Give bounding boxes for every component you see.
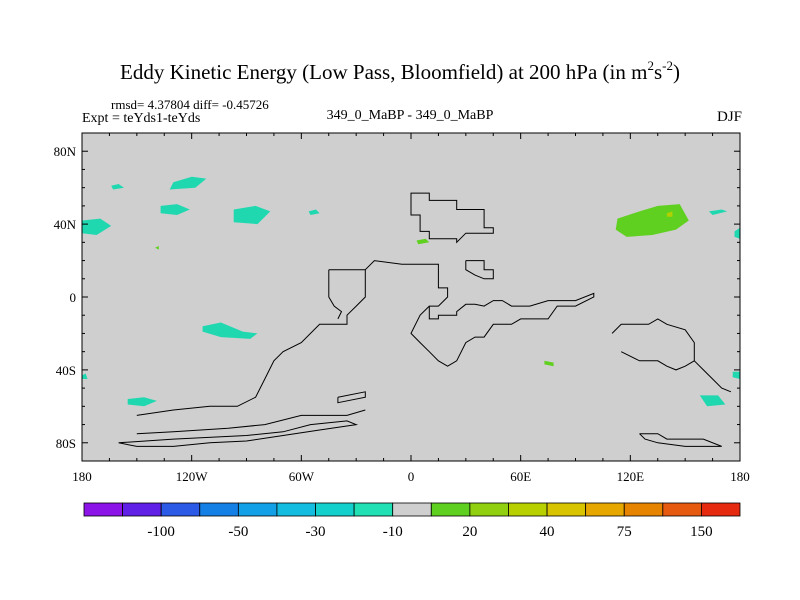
southern-ocean-blob <box>127 397 157 407</box>
colorbar-box <box>623 502 664 517</box>
y-tick-label: 0 <box>70 290 77 305</box>
colorbar-box <box>430 502 471 517</box>
outline-australia <box>611 318 695 371</box>
colorbar-box <box>122 502 162 517</box>
colorbar-label: 40 <box>540 524 555 540</box>
outline-pacific-island <box>337 391 366 404</box>
x-tick-label: 120E <box>617 469 645 484</box>
experiment-label: Expt = teYds1-teYds <box>82 111 201 126</box>
axes: 180 120W 60W 0 60E 120E 180 80N 40N 0 40S 80S <box>54 133 750 484</box>
dateline-west-blob <box>82 218 112 235</box>
north-atlantic-west-blob <box>111 184 124 190</box>
x-tick-label: 0 <box>408 469 415 484</box>
chart-title: Eddy Kinetic Energy (Low Pass, Bloomfiel… <box>120 58 680 84</box>
colorbar-label: -10 <box>383 524 403 540</box>
colorbar-label: -100 <box>147 524 175 540</box>
colorbar-label: 150 <box>690 524 713 540</box>
field-regions <box>82 176 740 407</box>
x-tick-label: 60W <box>289 469 315 484</box>
colorbar-box <box>160 502 201 517</box>
colorbar-box <box>392 502 432 517</box>
colorbar-box <box>276 502 316 517</box>
case-label: 349_0_MaBP - 349_0_MaBP <box>326 108 494 123</box>
east-dateline-south-blob <box>732 371 740 379</box>
colorbar-box <box>585 502 625 517</box>
y-tick-label: 40N <box>54 217 77 232</box>
north-pacific-mid-blob <box>160 204 190 215</box>
colorbar-box <box>237 502 278 517</box>
colorbar-box <box>83 502 123 517</box>
colorbar: -100 -50 -30 -10 20 40 75 150 <box>83 502 741 540</box>
colorbar-box <box>701 502 741 517</box>
north-pacific-east-blob <box>708 209 728 215</box>
colorbar-box <box>508 502 548 517</box>
outline-arabia <box>465 260 494 280</box>
asia-small-blob <box>416 238 430 245</box>
colorbar-box <box>469 502 509 517</box>
outline-antarctic-b <box>118 420 359 447</box>
y-tick-label: 80S <box>56 436 76 451</box>
colorbar-label: -50 <box>228 524 248 540</box>
x-tick-label: 60E <box>510 469 531 484</box>
season-label: DJF <box>716 109 742 125</box>
colorbar-label: 20 <box>462 524 477 540</box>
x-tick-label: 180 <box>730 469 750 484</box>
y-tick-label: 40S <box>56 363 76 378</box>
x-tick-label: 180 <box>72 469 92 484</box>
outline-south-america-east <box>328 269 343 320</box>
colorbar-box <box>662 502 702 517</box>
colorbar-box <box>353 502 394 517</box>
west-dateline-south-blob <box>82 373 88 379</box>
pacific-speck <box>155 246 159 250</box>
colorbar-box <box>199 502 239 517</box>
indian-ocean-blob <box>544 360 554 367</box>
colorbar-label: 75 <box>617 524 632 540</box>
colorbar-label: -30 <box>306 524 326 540</box>
outline-new-zealand <box>693 360 732 393</box>
outline-south-america <box>136 269 366 416</box>
south-pacific-blob <box>202 322 258 339</box>
east-pacific-blob <box>699 395 726 407</box>
japan-core <box>666 211 673 217</box>
outline-antarctic-east <box>639 433 722 447</box>
east-dateline-north-blob <box>734 227 740 239</box>
outline-africa <box>364 260 595 367</box>
stats-text: rmsd= 4.37804 diff= -0.45726 <box>111 97 269 112</box>
colorbar-box <box>546 502 587 517</box>
continent-outlines <box>118 192 732 447</box>
canada-blob <box>233 205 271 225</box>
y-tick-label: 80N <box>54 144 77 159</box>
outline-europe-asia <box>410 192 494 244</box>
outline-antarctic-a <box>136 409 366 435</box>
colorbar-box <box>315 502 355 517</box>
x-tick-label: 120W <box>176 469 209 484</box>
atlantic-small-blob <box>308 209 320 215</box>
north-pacific-blob <box>169 176 207 190</box>
